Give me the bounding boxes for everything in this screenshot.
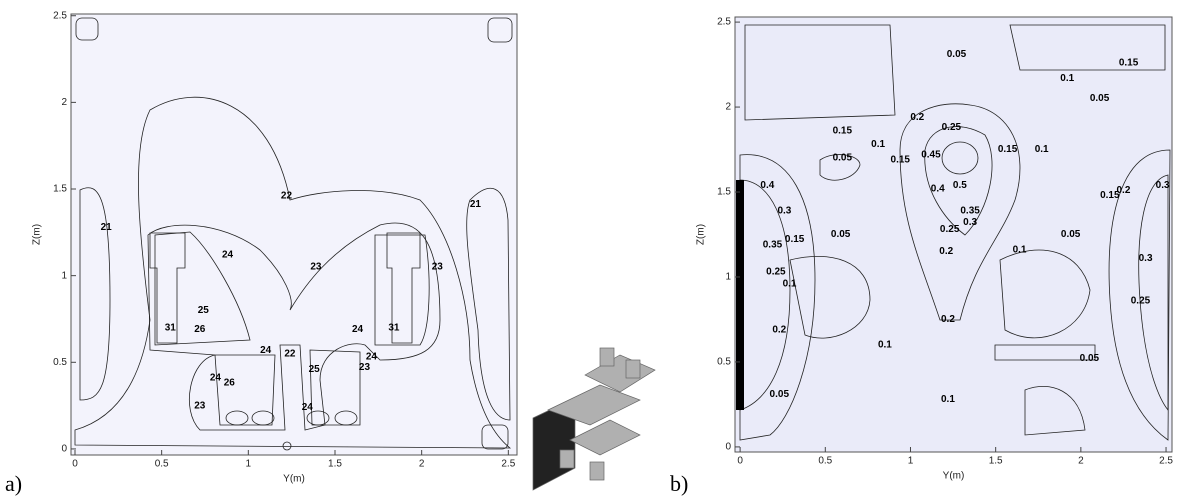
y-tick-label: 1.5 — [717, 187, 731, 198]
model-inset — [533, 348, 655, 490]
y-tick-label: 0.5 — [53, 357, 67, 368]
contour-label: 0.35 — [763, 239, 783, 250]
contour-label: 21 — [101, 222, 113, 233]
contour-label: 23 — [310, 262, 322, 273]
contour-label: 24 — [210, 373, 222, 384]
contour-label: 0.05 — [831, 229, 851, 240]
contour-label: 0.05 — [1090, 93, 1110, 104]
panel-label: a) — [5, 471, 22, 496]
y-tick-label: 2 — [725, 102, 731, 113]
y-tick-label: 2.5 — [53, 10, 67, 21]
contour-label: 0.4 — [760, 180, 774, 191]
contour-label: 0.15 — [998, 144, 1018, 155]
contour-label: 0.2 — [939, 246, 953, 257]
y-tick-label: 1 — [61, 270, 67, 281]
contour-label: 24 — [352, 324, 364, 335]
contour-label: 24 — [366, 352, 378, 363]
contour-label: 0.3 — [777, 205, 791, 216]
y-tick-label: 1.5 — [53, 184, 67, 195]
contour-label: 0.15 — [833, 125, 853, 136]
contour-label: 22 — [281, 191, 293, 202]
x-axis-label: Y(m) — [943, 471, 965, 482]
contour-fill-a — [71, 14, 517, 455]
contour-label: 0.15 — [891, 154, 911, 165]
contour-label: 0.1 — [1013, 244, 1027, 255]
x-tick-label: 1 — [908, 456, 914, 467]
contour-label: 0.3 — [1156, 180, 1170, 191]
contour-label: 24 — [222, 250, 234, 261]
contour-label: 0.3 — [963, 217, 977, 228]
x-tick-label: 0.5 — [155, 459, 169, 470]
x-tick-label: 2.5 — [501, 459, 515, 470]
y-axis-label: Z(m) — [32, 224, 43, 245]
contour-label: 26 — [224, 378, 236, 389]
contour-label: 0.05 — [947, 49, 967, 60]
contour-label: 0.1 — [783, 278, 797, 289]
contour-label: 22 — [284, 348, 296, 359]
contour-label: 0.2 — [772, 324, 786, 335]
contour-label: 0.25 — [1131, 295, 1151, 306]
contour-label: 0.3 — [1139, 253, 1153, 264]
contour-label: 21 — [470, 199, 482, 210]
contour-label: 0.1 — [941, 394, 955, 405]
y-tick-label: 2 — [61, 97, 67, 108]
x-tick-label: 0.5 — [818, 456, 832, 467]
contour-label: 26 — [194, 324, 206, 335]
x-tick-label: 0 — [737, 456, 743, 467]
contour-label: 0.35 — [960, 205, 980, 216]
figure: 2121222423232526242422242325242623243131… — [0, 0, 1184, 499]
x-tick-label: 2 — [419, 459, 425, 470]
contour-label: 0.5 — [953, 180, 967, 191]
x-tick-label: 0 — [72, 459, 78, 470]
x-axis-label: Y(m) — [283, 474, 305, 485]
y-tick-label: 0.5 — [717, 357, 731, 368]
contour-label: 0.4 — [931, 183, 945, 194]
contour-label: 0.45 — [921, 149, 941, 160]
contour-label: 25 — [309, 364, 321, 375]
y-tick-label: 2.5 — [717, 17, 731, 28]
contour-label: 0.05 — [1080, 353, 1100, 364]
contour-label: 25 — [198, 305, 210, 316]
contour-label: 0.15 — [1119, 58, 1139, 69]
contour-label: 0.2 — [1116, 185, 1130, 196]
x-tick-label: 1 — [246, 459, 252, 470]
contour-label: 23 — [359, 362, 371, 373]
contour-label: 24 — [260, 345, 272, 356]
y-tick-label: 0 — [725, 442, 731, 453]
contour-label: 24 — [302, 402, 314, 413]
contour-label: 23 — [432, 262, 444, 273]
contour-label: 0.15 — [785, 234, 805, 245]
contour-label: 0.2 — [910, 112, 924, 123]
panel-label: b) — [670, 471, 688, 496]
x-tick-label: 2.5 — [1159, 456, 1173, 467]
contour-label: 0.25 — [940, 224, 960, 235]
contour-label: 0.05 — [833, 153, 853, 164]
contour-label: 0.2 — [941, 314, 955, 325]
x-tick-label: 1.5 — [989, 456, 1003, 467]
contour-label: 31 — [165, 322, 177, 333]
contour-label: 0.05 — [770, 389, 790, 400]
y-tick-label: 1 — [725, 272, 731, 283]
contour-label: 0.05 — [1061, 229, 1081, 240]
contour-label: 0.1 — [1035, 144, 1049, 155]
contour-label: 0.25 — [942, 122, 962, 133]
x-tick-label: 2 — [1078, 456, 1084, 467]
contour-label: 23 — [194, 400, 206, 411]
x-tick-label: 1.5 — [328, 459, 342, 470]
contour-label: 0.25 — [766, 267, 786, 278]
contour-label: 0.1 — [871, 139, 885, 150]
contour-label: 0.1 — [1060, 73, 1074, 84]
contour-label: 31 — [388, 322, 400, 333]
y-axis-label: Z(m) — [696, 224, 707, 245]
y-tick-label: 0 — [61, 444, 67, 455]
contour-label: 0.1 — [878, 340, 892, 351]
